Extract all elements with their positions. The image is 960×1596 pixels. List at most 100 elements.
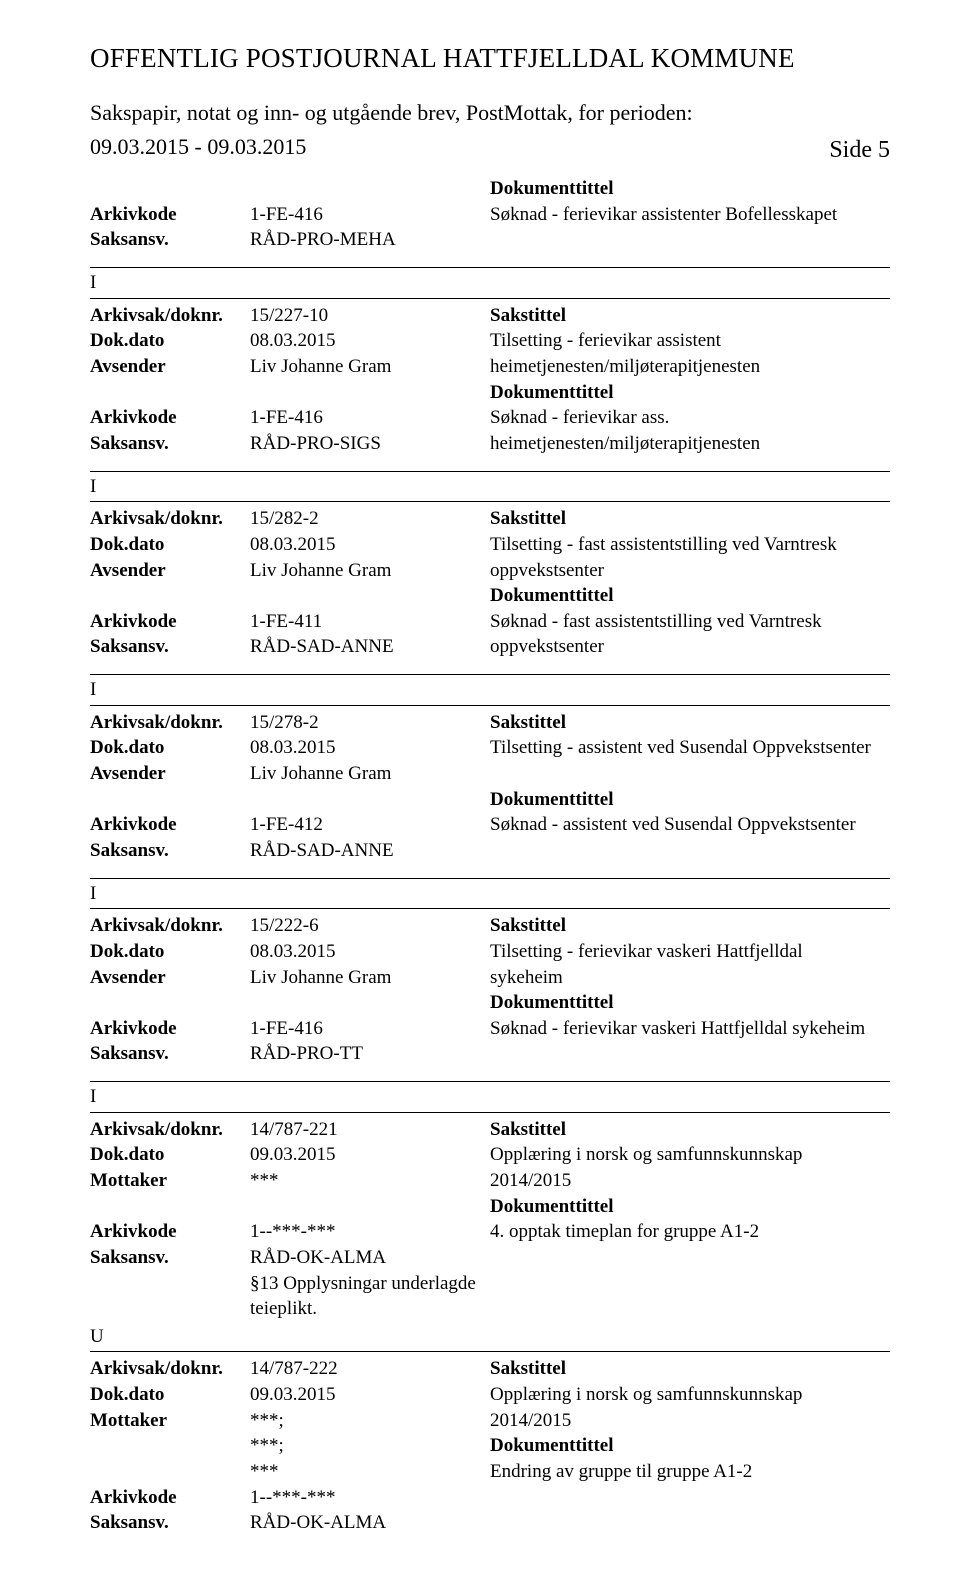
dokdato-val: 09.03.2015 bbox=[250, 1382, 490, 1408]
value: 15/278-2 bbox=[250, 710, 490, 736]
right-text: sykeheim bbox=[490, 965, 890, 991]
label-dokumenttittel: Dokumenttittel bbox=[490, 1194, 890, 1220]
value: Liv Johanne Gram bbox=[250, 354, 490, 380]
doktittel-line: 4. opptak timeplan for gruppe A1-2 bbox=[490, 1219, 890, 1245]
label-mottaker: Mottaker bbox=[90, 1408, 250, 1434]
label: Arkivsak/doknr. bbox=[90, 913, 250, 939]
entry-u: U bbox=[90, 1324, 890, 1350]
label-arkivkode: Arkivkode bbox=[90, 1485, 250, 1511]
value: 15/227-10 bbox=[250, 303, 490, 329]
label: Saksansv. bbox=[90, 634, 250, 660]
right-text: oppvekstsenter bbox=[490, 558, 890, 584]
page-subtitle-1: Sakspapir, notat og inn- og utgående bre… bbox=[90, 98, 890, 128]
label: Arkivsak/doknr. bbox=[90, 303, 250, 329]
label: Arkivkode bbox=[90, 1016, 250, 1042]
right-text: Sakstittel bbox=[490, 506, 890, 532]
label-dokdato: Dok.dato bbox=[90, 1382, 250, 1408]
label-dokdato: Dok.dato bbox=[90, 1142, 250, 1168]
sakstittel-line: 2014/2015 bbox=[490, 1408, 890, 1434]
arkivkode-val: 1--***-*** bbox=[250, 1485, 490, 1511]
right-text: Søknad - ferievikar ass. bbox=[490, 405, 890, 431]
saksansv-val: RÅD-OK-ALMA bbox=[250, 1510, 490, 1536]
entry-i: I bbox=[90, 270, 890, 296]
entry-block: U Arkivsak/doknr. 14/787-222 Sakstittel … bbox=[90, 1324, 890, 1536]
label: Arkivkode bbox=[90, 405, 250, 431]
label-arkivsak: Arkivsak/doknr. bbox=[90, 1356, 250, 1382]
right-text: Tilsetting - ferievikar vaskeri Hattfjel… bbox=[490, 939, 890, 965]
label-arkivkode: Arkivkode bbox=[90, 202, 250, 228]
entry-block: IArkivsak/doknr.15/227-10SakstittelDok.d… bbox=[90, 267, 890, 456]
label-saksansv: Saksansv. bbox=[90, 227, 250, 253]
divider bbox=[90, 878, 890, 879]
pre-saksansv-val: RÅD-PRO-MEHA bbox=[250, 227, 490, 253]
value: 15/222-6 bbox=[250, 913, 490, 939]
label: Arkivkode bbox=[90, 812, 250, 838]
value: 1-FE-412 bbox=[250, 812, 490, 838]
value: 15/282-2 bbox=[250, 506, 490, 532]
value: Liv Johanne Gram bbox=[250, 761, 490, 787]
divider bbox=[90, 471, 890, 472]
value: RÅD-PRO-TT bbox=[250, 1041, 490, 1067]
right-text: Søknad - assistent ved Susendal Oppvekst… bbox=[490, 812, 890, 838]
value: 08.03.2015 bbox=[250, 735, 490, 761]
right-text: Tilsetting - fast assistentstilling ved … bbox=[490, 532, 890, 558]
label: Arkivsak/doknr. bbox=[90, 506, 250, 532]
entry-block: IArkivsak/doknr.15/282-2SakstittelDok.da… bbox=[90, 471, 890, 660]
divider bbox=[90, 1112, 890, 1113]
right-text: Søknad - ferievikar vaskeri Hattfjelldal… bbox=[490, 1016, 890, 1042]
label: Avsender bbox=[90, 965, 250, 991]
entry-i: I bbox=[90, 474, 890, 500]
mottaker-line: *** bbox=[250, 1459, 490, 1485]
value: Liv Johanne Gram bbox=[250, 965, 490, 991]
divider bbox=[90, 1081, 890, 1082]
label: Dok.dato bbox=[90, 735, 250, 761]
value: RÅD-SAD-ANNE bbox=[250, 838, 490, 864]
entry-i: I bbox=[90, 1084, 890, 1110]
label: Avsender bbox=[90, 558, 250, 584]
value: RÅD-PRO-SIGS bbox=[250, 431, 490, 457]
label-sakstittel: Sakstittel bbox=[490, 1356, 890, 1382]
pre-entry-block: Dokumenttittel Arkivkode 1-FE-416 Søknad… bbox=[90, 176, 890, 253]
right-text: Dokumenttittel bbox=[490, 787, 890, 813]
right-text: Dokumenttittel bbox=[490, 583, 890, 609]
label-mottaker: Mottaker bbox=[90, 1168, 250, 1194]
label-saksansv: Saksansv. bbox=[90, 1510, 250, 1536]
arkivkode-val: 1--***-*** bbox=[250, 1219, 490, 1245]
divider bbox=[90, 298, 890, 299]
divider bbox=[90, 1351, 890, 1352]
value: 1-FE-416 bbox=[250, 1016, 490, 1042]
pre-doktittel-text: Søknad - ferievikar assistenter Bofelles… bbox=[490, 202, 890, 228]
mottaker-line: ***; bbox=[250, 1408, 490, 1434]
right-text: Dokumenttittel bbox=[490, 380, 890, 406]
dokdato-val: 09.03.2015 bbox=[250, 1142, 490, 1168]
mottaker-val: *** bbox=[250, 1168, 490, 1194]
entry-block: I Arkivsak/doknr. 14/787-221 Sakstittel … bbox=[90, 1081, 890, 1322]
extra-line: §13 Opplysningar underlagde bbox=[250, 1271, 490, 1297]
value: 1-FE-416 bbox=[250, 405, 490, 431]
entry-block: IArkivsak/doknr.15/222-6SakstittelDok.da… bbox=[90, 878, 890, 1067]
label: Arkivkode bbox=[90, 609, 250, 635]
divider bbox=[90, 908, 890, 909]
right-text: heimetjenesten/miljøterapitjenesten bbox=[490, 431, 890, 457]
right-text: Dokumenttittel bbox=[490, 990, 890, 1016]
mottaker-line: ***; bbox=[250, 1433, 490, 1459]
label: Arkivsak/doknr. bbox=[90, 710, 250, 736]
label-saksansv: Saksansv. bbox=[90, 1245, 250, 1271]
divider bbox=[90, 501, 890, 502]
label: Saksansv. bbox=[90, 1041, 250, 1067]
label-dokumenttittel: Dokumenttittel bbox=[490, 1433, 890, 1459]
label-arkivkode: Arkivkode bbox=[90, 1219, 250, 1245]
value: 08.03.2015 bbox=[250, 532, 490, 558]
divider bbox=[90, 705, 890, 706]
right-text bbox=[490, 1041, 890, 1067]
entry-i: I bbox=[90, 881, 890, 907]
right-text: Sakstittel bbox=[490, 913, 890, 939]
saksansv-val: RÅD-OK-ALMA bbox=[250, 1245, 490, 1271]
value: 1-FE-411 bbox=[250, 609, 490, 635]
sakstittel-line: Opplæring i norsk og samfunnskunnskap bbox=[490, 1142, 890, 1168]
label: Avsender bbox=[90, 354, 250, 380]
value: 08.03.2015 bbox=[250, 939, 490, 965]
extra-line: teieplikt. bbox=[250, 1296, 490, 1322]
right-text: Tilsetting - assistent ved Susendal Oppv… bbox=[490, 735, 890, 761]
arkivsak-val: 14/787-221 bbox=[250, 1117, 490, 1143]
